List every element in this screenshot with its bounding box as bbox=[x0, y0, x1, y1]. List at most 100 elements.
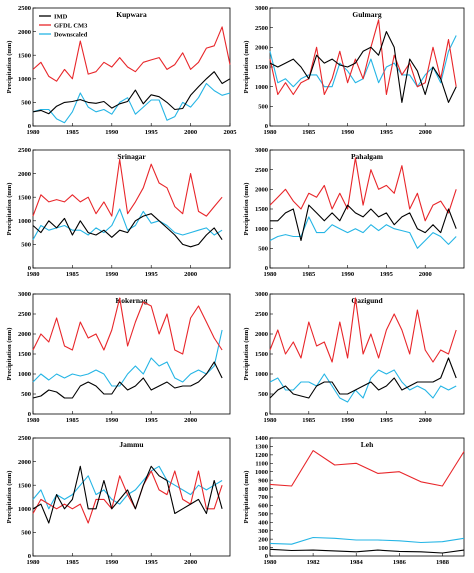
series-line-imd bbox=[32, 213, 223, 248]
x-tick-label: 1985 bbox=[302, 271, 316, 278]
panel-kokernag: 0 500 1000 1500 2000 2500 3000 1980 1985 1990 1995… bbox=[6, 291, 231, 424]
series-line-gfdl-cm3 bbox=[32, 297, 223, 355]
y-tick-label: 0 bbox=[265, 411, 268, 418]
panel-srinagar: 0 500 1000 1500 2000 2500 1980 1985 1990 1995 2000… bbox=[6, 147, 231, 278]
y-axis-label: Precipitation (mm) bbox=[243, 183, 250, 236]
y-tick-label: 1000 bbox=[255, 469, 268, 476]
y-tick-label: 0 bbox=[28, 411, 31, 418]
y-axis-label: Precipitation (mm) bbox=[6, 471, 13, 524]
x-tick-label: 1985 bbox=[66, 271, 80, 278]
y-tick-label: 1000 bbox=[255, 371, 268, 378]
y-tick-label: 2000 bbox=[18, 459, 31, 466]
series-line-downscaled bbox=[269, 216, 457, 249]
y-tick-label: 700 bbox=[258, 494, 268, 501]
panel-pahalgam: 0 500 1000 1500 2000 2500 3000 1980 1985 1990 1995… bbox=[243, 147, 465, 278]
panel-title: Srinagar bbox=[117, 152, 146, 161]
plot-frame bbox=[269, 149, 465, 269]
series-line-imd bbox=[269, 31, 457, 103]
y-tick-label: 2000 bbox=[255, 187, 268, 194]
series-line-gfdl-cm3 bbox=[269, 157, 457, 222]
y-tick-label: 1300 bbox=[255, 444, 268, 451]
panel-title: Gulmarg bbox=[352, 10, 381, 19]
x-tick-label: 1980 bbox=[264, 559, 277, 566]
x-tick-label: 1990 bbox=[341, 271, 354, 278]
x-tick-label: 1985 bbox=[66, 559, 80, 566]
y-tick-label: 1100 bbox=[255, 460, 268, 467]
x-tick-label: 1995 bbox=[145, 129, 159, 136]
y-tick-label: 1500 bbox=[18, 52, 31, 59]
y-tick-label: 900 bbox=[258, 477, 268, 484]
panel-title: Leh bbox=[361, 440, 374, 449]
y-tick-label: 500 bbox=[21, 242, 31, 249]
y-tick-label: 3000 bbox=[255, 147, 268, 154]
series-line-imd bbox=[32, 71, 231, 115]
y-tick-label: 2500 bbox=[255, 311, 268, 318]
panel-title: Jammu bbox=[119, 440, 143, 449]
series-line-gfdl-cm3 bbox=[269, 19, 457, 96]
series-line-imd bbox=[32, 465, 223, 524]
panel-qazigund: 0 500 1000 1500 2000 2500 3000 1980 1985 1990 1995… bbox=[243, 291, 465, 424]
x-tick-label: 2000 bbox=[184, 271, 197, 278]
y-tick-label: 0 bbox=[28, 265, 31, 272]
x-tick-label: 1980 bbox=[27, 271, 40, 278]
y-tick-label: 0 bbox=[28, 123, 31, 130]
y-tick-label: 2500 bbox=[18, 435, 31, 442]
x-tick-label: 2000 bbox=[184, 559, 197, 566]
y-tick-label: 1500 bbox=[255, 206, 268, 213]
series-line-gfdl-cm3 bbox=[32, 26, 231, 82]
series-line-downscaled bbox=[32, 82, 231, 124]
y-tick-label: 500 bbox=[258, 246, 268, 253]
y-tick-label: 3000 bbox=[255, 5, 268, 12]
x-tick-label: 2005 bbox=[224, 129, 238, 136]
x-tick-label: 1984 bbox=[350, 559, 364, 566]
x-tick-label: 1985 bbox=[302, 129, 316, 136]
y-tick-label: 1000 bbox=[255, 226, 268, 233]
y-tick-label: 1500 bbox=[18, 482, 31, 489]
y-tick-label: 1500 bbox=[255, 351, 268, 358]
x-tick-label: 1990 bbox=[105, 559, 118, 566]
y-tick-label: 1500 bbox=[18, 351, 31, 358]
series-line-downscaled bbox=[32, 208, 223, 240]
plot-frame bbox=[32, 437, 231, 557]
x-tick-label: 1990 bbox=[105, 417, 118, 424]
y-tick-label: 100 bbox=[258, 545, 268, 552]
y-tick-label: 1000 bbox=[18, 76, 31, 83]
y-tick-label: 2000 bbox=[18, 29, 31, 36]
x-tick-label: 2000 bbox=[419, 271, 432, 278]
x-tick-label: 1980 bbox=[27, 129, 40, 136]
x-tick-label: 1995 bbox=[380, 417, 394, 424]
plot-frame bbox=[32, 293, 231, 415]
panel-kupwara: 0 500 1000 1500 2000 2500 1980 1985 1990 1995 2000… bbox=[6, 5, 237, 136]
plot-frame bbox=[269, 7, 465, 127]
x-tick-label: 1995 bbox=[380, 129, 394, 136]
y-tick-label: 2000 bbox=[255, 45, 268, 52]
x-tick-label: 1985 bbox=[66, 417, 80, 424]
legend-label-downscaled: Downscaled bbox=[54, 31, 88, 38]
panel-title: Kupwara bbox=[116, 10, 147, 19]
series-line-gfdl-cm3 bbox=[269, 297, 457, 363]
y-tick-label: 500 bbox=[258, 511, 268, 518]
y-tick-label: 500 bbox=[21, 391, 31, 398]
y-tick-label: 2500 bbox=[18, 311, 31, 318]
y-tick-label: 200 bbox=[258, 536, 268, 543]
x-tick-label: 1986 bbox=[393, 559, 407, 566]
y-tick-label: 0 bbox=[28, 553, 31, 560]
x-tick-label: 1990 bbox=[341, 417, 354, 424]
y-tick-label: 1400 bbox=[255, 435, 268, 442]
x-tick-label: 1985 bbox=[66, 129, 80, 136]
panel-title: Kokernag bbox=[115, 296, 147, 305]
legend-label-gfdl-cm3: GFDL CM3 bbox=[54, 22, 88, 29]
x-tick-label: 1988 bbox=[436, 559, 450, 566]
y-axis-label: Precipitation (mm) bbox=[6, 183, 13, 236]
y-tick-label: 0 bbox=[265, 265, 268, 272]
panel-title: Qazigund bbox=[351, 296, 383, 305]
series-line-gfdl-cm3 bbox=[32, 158, 223, 217]
y-tick-label: 2000 bbox=[255, 331, 268, 338]
legend-label-imd: IMD bbox=[54, 13, 68, 20]
x-tick-label: 1980 bbox=[27, 559, 40, 566]
y-tick-label: 500 bbox=[21, 100, 31, 107]
x-tick-label: 1995 bbox=[380, 271, 394, 278]
series-line-imd bbox=[32, 361, 223, 399]
x-tick-label: 1990 bbox=[341, 129, 354, 136]
